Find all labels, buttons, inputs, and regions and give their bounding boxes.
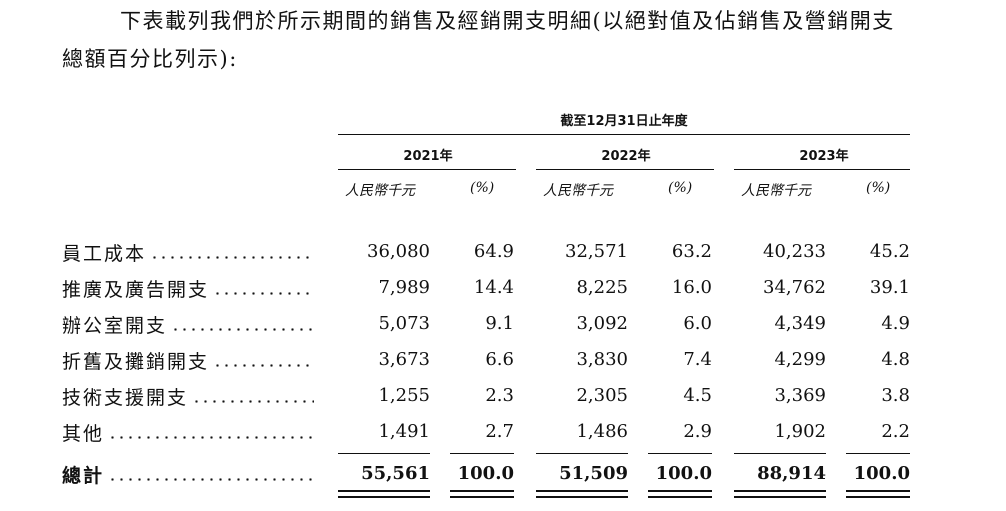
- intro-line-1: 下表載列我們於所示期間的銷售及經銷開支明細(以絕對值及佔銷售及營銷開支: [120, 9, 895, 33]
- table-row: 辦公室開支 5,073 9.1 3,092 6.0 4,349 4.9: [62, 306, 922, 342]
- cell-value: 1,255: [378, 385, 430, 406]
- cell-value: 4.5: [683, 385, 712, 406]
- total-value: 55,561: [361, 463, 430, 484]
- year-header-2023: 2023年: [799, 149, 849, 164]
- total-double-rule: [846, 490, 910, 498]
- unit-label-2023: 人民幣千元: [741, 183, 811, 199]
- cell-value: 9.1: [485, 313, 514, 334]
- table-row: 其他 1,491 2.7 1,486 2.9 1,902 2.2: [62, 414, 922, 450]
- cell-value: 5,073: [378, 313, 430, 334]
- total-value: 88,914: [757, 463, 826, 484]
- cell-value: 3,369: [774, 385, 826, 406]
- subtotal-rule: [338, 453, 430, 454]
- cell-value: 63.2: [671, 241, 712, 262]
- row-label: 其他: [62, 414, 314, 450]
- cell-value: 16.0: [671, 277, 712, 298]
- cell-value: 4.9: [881, 313, 910, 334]
- cell-value: 2,305: [576, 385, 628, 406]
- table-row: 技術支援開支 1,255 2.3 2,305 4.5 3,369 3.8: [62, 378, 922, 414]
- table-row: 折舊及攤銷開支 3,673 6.6 3,830 7.4 4,299 4.8: [62, 342, 922, 378]
- cell-value: 6.0: [683, 313, 712, 334]
- intro-line-2: 總額百分比列示):: [62, 47, 238, 71]
- cell-value: 3,673: [378, 349, 430, 370]
- cell-value: 3,830: [576, 349, 628, 370]
- row-label: 折舊及攤銷開支: [62, 342, 314, 378]
- cell-value: 3,092: [576, 313, 628, 334]
- table-row: 推廣及廣告開支 7,989 14.4 8,225 16.0 34,762 39.…: [62, 270, 922, 306]
- total-double-rule: [536, 490, 628, 498]
- cell-value: 4.8: [881, 349, 910, 370]
- year-header-2022: 2022年: [601, 149, 651, 164]
- total-row: 總計 55,561 100.0 51,509 100.0 88,914 100.…: [62, 456, 922, 492]
- row-label: 技術支援開支: [62, 378, 314, 414]
- cell-value: 4,299: [774, 349, 826, 370]
- cell-value: 36,080: [367, 241, 430, 262]
- cell-value: 1,491: [378, 421, 430, 442]
- cell-value: 3.8: [881, 385, 910, 406]
- cell-value: 2.9: [683, 421, 712, 442]
- percent-label-2023: (%): [866, 180, 891, 196]
- period-header: 截至12月31日止年度: [560, 114, 688, 129]
- total-double-rule: [648, 490, 712, 498]
- cell-value: 32,571: [565, 241, 628, 262]
- total-double-rule: [338, 490, 430, 498]
- year-rule-2021: [338, 169, 516, 170]
- cell-value: 40,233: [763, 241, 826, 262]
- cell-value: 8,225: [576, 277, 628, 298]
- cell-value: 1,902: [774, 421, 826, 442]
- row-label: 辦公室開支: [62, 306, 314, 342]
- period-rule: [338, 134, 910, 135]
- intro-paragraph: 下表載列我們於所示期間的銷售及經銷開支明細(以絕對值及佔銷售及營銷開支 總額百分…: [62, 2, 962, 78]
- total-value: 100.0: [457, 463, 514, 484]
- cell-value: 7,989: [378, 277, 430, 298]
- cell-value: 45.2: [869, 241, 910, 262]
- cell-value: 1,486: [576, 421, 628, 442]
- cell-value: 64.9: [473, 241, 514, 262]
- subtotal-rule: [536, 453, 628, 454]
- subtotal-rule: [734, 453, 826, 454]
- cell-value: 2.7: [485, 421, 514, 442]
- subtotal-rule: [648, 453, 712, 454]
- year-header-2021: 2021年: [403, 149, 453, 164]
- row-label: 推廣及廣告開支: [62, 270, 314, 306]
- total-value: 51,509: [559, 463, 628, 484]
- cell-value: 6.6: [485, 349, 514, 370]
- subtotal-rule: [846, 453, 910, 454]
- year-rule-2023: [734, 169, 910, 170]
- cell-value: 4,349: [774, 313, 826, 334]
- subtotal-rule: [450, 453, 514, 454]
- year-rule-2022: [536, 169, 714, 170]
- cell-value: 39.1: [869, 277, 910, 298]
- cell-value: 2.2: [881, 421, 910, 442]
- unit-label-2022: 人民幣千元: [543, 183, 613, 199]
- percent-label-2021: (%): [470, 180, 495, 196]
- cell-value: 34,762: [763, 277, 826, 298]
- cell-value: 7.4: [683, 349, 712, 370]
- total-value: 100.0: [853, 463, 910, 484]
- total-value: 100.0: [655, 463, 712, 484]
- percent-label-2022: (%): [668, 180, 693, 196]
- unit-label-2021: 人民幣千元: [345, 183, 415, 199]
- total-label: 總計: [62, 456, 314, 492]
- row-label: 員工成本: [62, 234, 314, 270]
- cell-value: 2.3: [485, 385, 514, 406]
- total-double-rule: [450, 490, 514, 498]
- total-double-rule: [734, 490, 826, 498]
- cell-value: 14.4: [473, 277, 514, 298]
- table-row: 員工成本 36,080 64.9 32,571 63.2 40,233 45.2: [62, 234, 922, 270]
